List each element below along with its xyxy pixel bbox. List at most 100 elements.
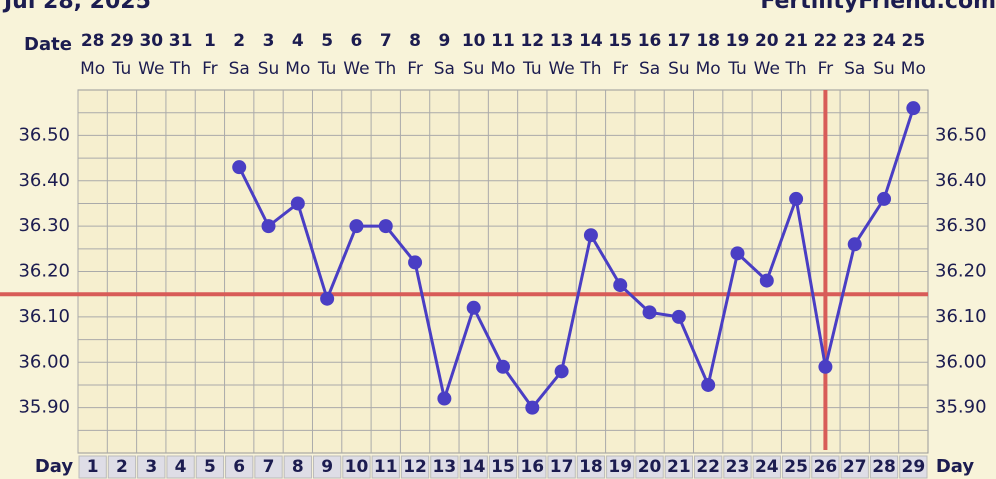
weekday-label: We [343, 59, 369, 79]
weekday-label: Mo [901, 59, 926, 79]
weekday-label: Fr [407, 59, 423, 79]
temperature-point [232, 160, 247, 175]
y2-tick-label: 36.10 [935, 306, 987, 327]
temperature-point [701, 377, 716, 392]
weekday-label: Th [169, 59, 191, 79]
temperature-point [466, 300, 481, 315]
day-cell [225, 455, 254, 479]
y2-tick-label: 36.00 [935, 351, 987, 372]
date-label: 10 [462, 31, 486, 51]
date-label: Date [24, 34, 72, 55]
day-number: 18 [579, 457, 603, 477]
weekday-label: Su [463, 59, 485, 79]
weekday-label: Fr [612, 59, 628, 79]
day-number: 20 [638, 457, 662, 477]
date-label: 7 [380, 31, 392, 51]
day-cell [137, 455, 166, 479]
date-label: 17 [667, 31, 691, 51]
day-label: Day [936, 456, 975, 477]
temperature-point [378, 219, 393, 234]
temperature-point [906, 101, 921, 116]
date-label: 6 [351, 31, 363, 51]
date-label: 8 [409, 31, 421, 51]
day-cell [664, 455, 694, 479]
y-tick-label: 36.50 [18, 124, 70, 145]
weekday-label: Mo [80, 59, 105, 79]
weekday-label: Su [668, 59, 690, 79]
y-tick-label: 36.10 [18, 306, 70, 327]
day-cell [312, 455, 342, 479]
date-label: 24 [872, 31, 896, 51]
y-tick-label: 35.90 [18, 397, 70, 418]
temperature-point [789, 191, 804, 206]
date-label: 15 [608, 31, 632, 51]
day-cell [840, 455, 869, 479]
day-number: 17 [550, 457, 574, 477]
day-number: 4 [175, 457, 187, 477]
weekday-label: We [754, 59, 780, 79]
date-label: 1 [204, 31, 216, 51]
day-cell [107, 455, 137, 479]
temperature-point [847, 237, 862, 252]
weekday-label: Th [374, 59, 396, 79]
date-label: 20 [755, 31, 779, 51]
day-cell [283, 455, 312, 479]
y2-tick-label: 36.50 [935, 124, 987, 145]
weekday-label: Th [579, 59, 601, 79]
day-number: 29 [902, 457, 926, 477]
day-number: 26 [814, 457, 838, 477]
date-label: 5 [321, 31, 333, 51]
day-cell [811, 455, 840, 479]
temperature-point [554, 364, 569, 379]
day-number: 24 [755, 457, 779, 477]
day-number: 12 [403, 457, 427, 477]
day-cell [752, 455, 781, 479]
y2-tick-label: 36.20 [935, 261, 987, 282]
temperature-point [877, 191, 892, 206]
weekday-label: We [548, 59, 574, 79]
date-label: 4 [292, 31, 304, 51]
date-label: 11 [491, 31, 515, 51]
weekday-label: Tu [317, 59, 337, 79]
date-label: 18 [696, 31, 720, 51]
date-label: 9 [438, 31, 450, 51]
day-number: 5 [204, 457, 216, 477]
y2-tick-label: 36.30 [935, 215, 987, 236]
temperature-point [437, 391, 452, 406]
weekday-label: Sa [639, 59, 660, 79]
day-cell [576, 455, 606, 479]
weekday-label: Su [258, 59, 280, 79]
temperature-point [496, 359, 510, 374]
date-label: 30 [139, 31, 163, 51]
day-cell [488, 455, 518, 479]
day-cell [254, 455, 283, 479]
day-cell [694, 455, 723, 479]
day-number: 15 [491, 457, 515, 477]
source: FertilityFriend.com [760, 0, 996, 14]
day-cell [869, 455, 899, 479]
day-number: 1 [87, 457, 99, 477]
y2-tick-label: 36.40 [935, 170, 987, 191]
weekday-label: Mo [490, 59, 515, 79]
day-number: 11 [374, 457, 398, 477]
weekday-label: Mo [696, 59, 721, 79]
day-number: 13 [433, 457, 457, 477]
weekday-label: Su [873, 59, 895, 79]
date-label: 14 [579, 31, 603, 51]
date-label: 31 [169, 31, 193, 51]
day-number: 2 [116, 457, 128, 477]
temperature-point [671, 309, 686, 324]
day-cell [635, 455, 664, 479]
day-cell [195, 455, 225, 479]
temperature-point [613, 278, 628, 293]
weekday-label: Fr [818, 59, 834, 79]
date-label: 19 [726, 31, 750, 51]
date-label: 12 [520, 31, 544, 51]
weekday-label: Th [785, 59, 807, 79]
day-number: 21 [667, 457, 691, 477]
date-label: 28 [81, 31, 105, 51]
temperature-point [759, 273, 774, 288]
day-cell [723, 455, 752, 479]
day-cell [518, 455, 547, 479]
